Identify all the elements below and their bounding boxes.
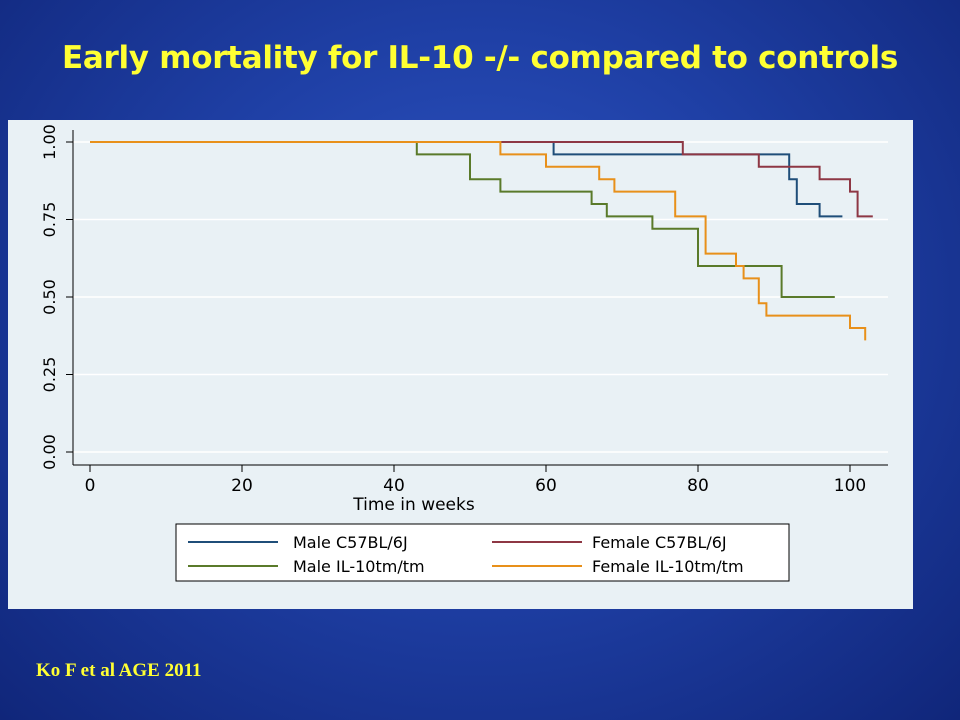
y-tick-label: 0.75: [40, 202, 59, 238]
legend: Male C57BL/6J Female C57BL/6J Male IL-10tm…: [175, 523, 790, 582]
series-line-2: [90, 141, 873, 218]
series-line-3: [90, 141, 835, 298]
axes: 0.00 0.25 0.50 0.75 1.00 0 20 40 60 80 100: [40, 124, 888, 496]
series-line-1: [90, 141, 843, 218]
grid-lines: [73, 141, 888, 453]
chart-panel: 0.00 0.25 0.50 0.75 1.00 0 20 40 60 80 100 Time in…: [8, 120, 913, 609]
legend-box: [175, 523, 790, 582]
legend-label: Female IL-10tm/tm: [592, 557, 744, 576]
series-line-4: [90, 141, 867, 341]
y-tick-label: 0.00: [40, 434, 59, 470]
x-tick-label: 20: [231, 476, 253, 496]
citation: Ko F et al AGE 2011: [36, 660, 202, 681]
x-tick-label: 80: [687, 476, 709, 496]
series-lines: [90, 141, 873, 341]
y-tick-label: 0.50: [40, 279, 59, 315]
x-axis-label: Time in weeks: [352, 495, 475, 515]
legend-label: Female C57BL/6J: [592, 533, 727, 552]
slide-title: Early mortality for IL-10 -/- compared t…: [61, 40, 899, 76]
x-tick-label: 40: [383, 476, 405, 496]
legend-label: Male C57BL/6J: [293, 533, 408, 552]
y-tick-label: 0.25: [40, 357, 59, 393]
y-tick-label: 1.00: [40, 124, 59, 160]
survival-chart: 0.00 0.25 0.50 0.75 1.00 0 20 40 60 80 100 Time in…: [40, 124, 888, 582]
x-tick-label: 60: [535, 476, 557, 496]
x-tick-label: 0: [85, 476, 96, 496]
x-tick-label: 100: [834, 476, 866, 496]
legend-label: Male IL-10tm/tm: [293, 557, 425, 576]
